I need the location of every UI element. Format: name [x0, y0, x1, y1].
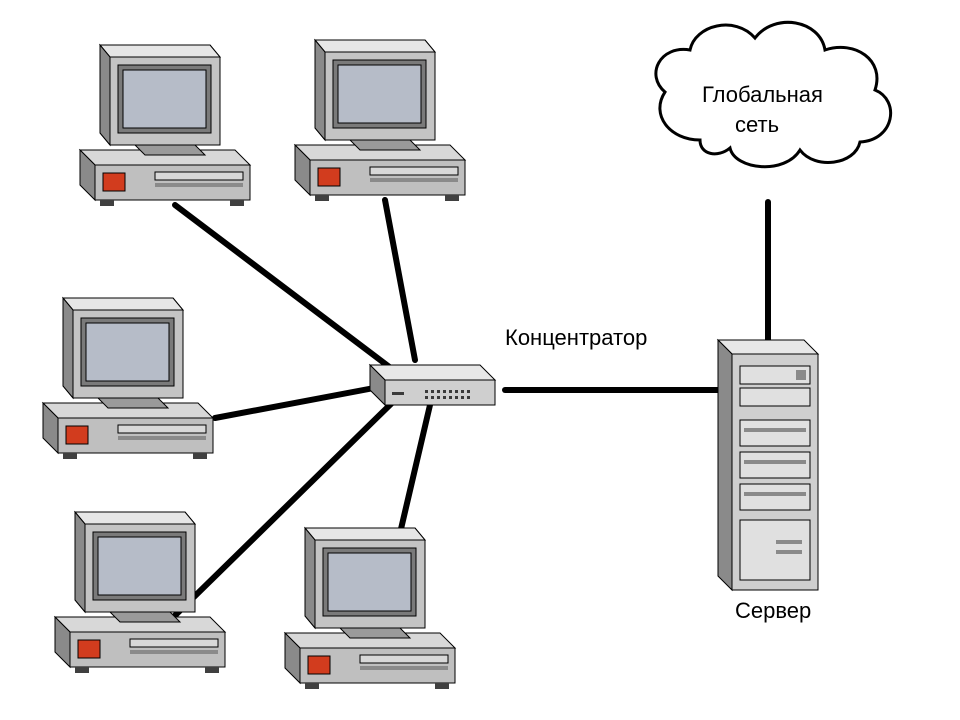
cloud-label-line2: сеть: [735, 112, 779, 138]
pc5-icon: [285, 528, 455, 689]
pc1-icon: [80, 45, 250, 206]
pc3-icon: [43, 298, 213, 459]
hub-icon: [370, 365, 495, 405]
server-icon: [718, 340, 818, 590]
server-label: Сервер: [735, 598, 811, 624]
hub-label: Концентратор: [505, 325, 647, 351]
cloud-label-line1: Глобальная: [702, 82, 823, 108]
diagram-svg: [0, 0, 960, 720]
edge-hub-pc1: [175, 205, 400, 375]
edge-hub-pc2: [385, 200, 415, 360]
diagram-canvas: Концентратор Сервер Глобальная сеть: [0, 0, 960, 720]
edge-hub-pc3: [215, 385, 390, 418]
edges: [150, 200, 768, 640]
pc2-icon: [295, 40, 465, 201]
